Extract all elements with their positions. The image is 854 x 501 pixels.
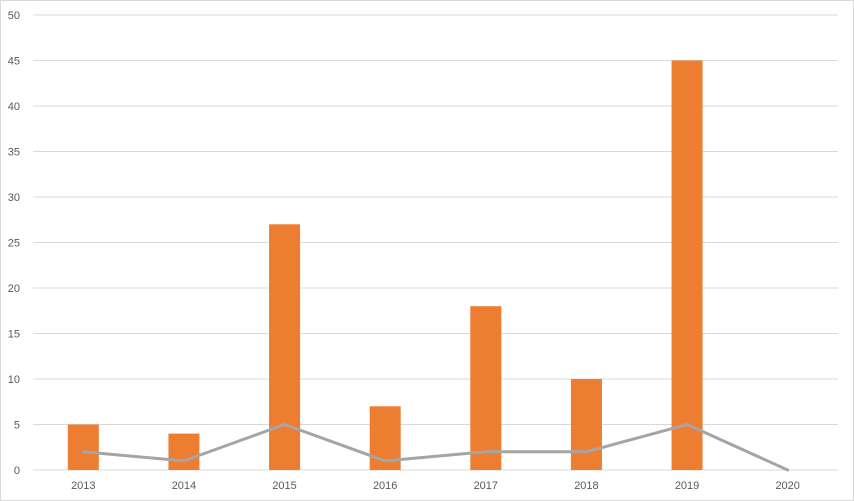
x-tick-label: 2019 bbox=[675, 480, 699, 492]
bar bbox=[168, 433, 200, 470]
bar-series bbox=[67, 60, 703, 470]
y-tick-label: 25 bbox=[8, 238, 20, 250]
x-tick-label: 2018 bbox=[574, 480, 598, 492]
y-tick-label: 50 bbox=[8, 10, 20, 22]
y-tick-label: 35 bbox=[8, 147, 20, 159]
bar bbox=[470, 306, 502, 470]
line-path bbox=[81, 423, 790, 472]
bar bbox=[269, 224, 301, 470]
x-tick-label: 2020 bbox=[775, 480, 799, 492]
y-tick-label: 45 bbox=[8, 56, 20, 68]
x-tick-label: 2013 bbox=[71, 480, 95, 492]
x-axis-tick-labels: 2013 2014 2015 2016 2017 2018 2019 2020 bbox=[71, 480, 800, 492]
gridlines bbox=[33, 14, 838, 471]
bar bbox=[67, 424, 99, 470]
y-tick-label: 0 bbox=[14, 465, 20, 477]
y-tick-label: 20 bbox=[8, 283, 20, 295]
y-tick-label: 5 bbox=[14, 420, 20, 432]
bar bbox=[671, 60, 703, 470]
y-tick-label: 40 bbox=[8, 101, 20, 113]
y-tick-label: 10 bbox=[8, 374, 20, 386]
x-tick-label: 2016 bbox=[373, 480, 397, 492]
y-axis-tick-labels: 0 5 10 15 20 25 30 35 40 45 50 bbox=[8, 10, 20, 477]
x-tick-label: 2014 bbox=[172, 480, 196, 492]
x-tick-label: 2017 bbox=[474, 480, 498, 492]
x-tick-label: 2015 bbox=[272, 480, 296, 492]
y-tick-label: 15 bbox=[8, 329, 20, 341]
line-series bbox=[81, 423, 790, 472]
bar bbox=[570, 379, 602, 470]
y-tick-label: 30 bbox=[8, 192, 20, 204]
